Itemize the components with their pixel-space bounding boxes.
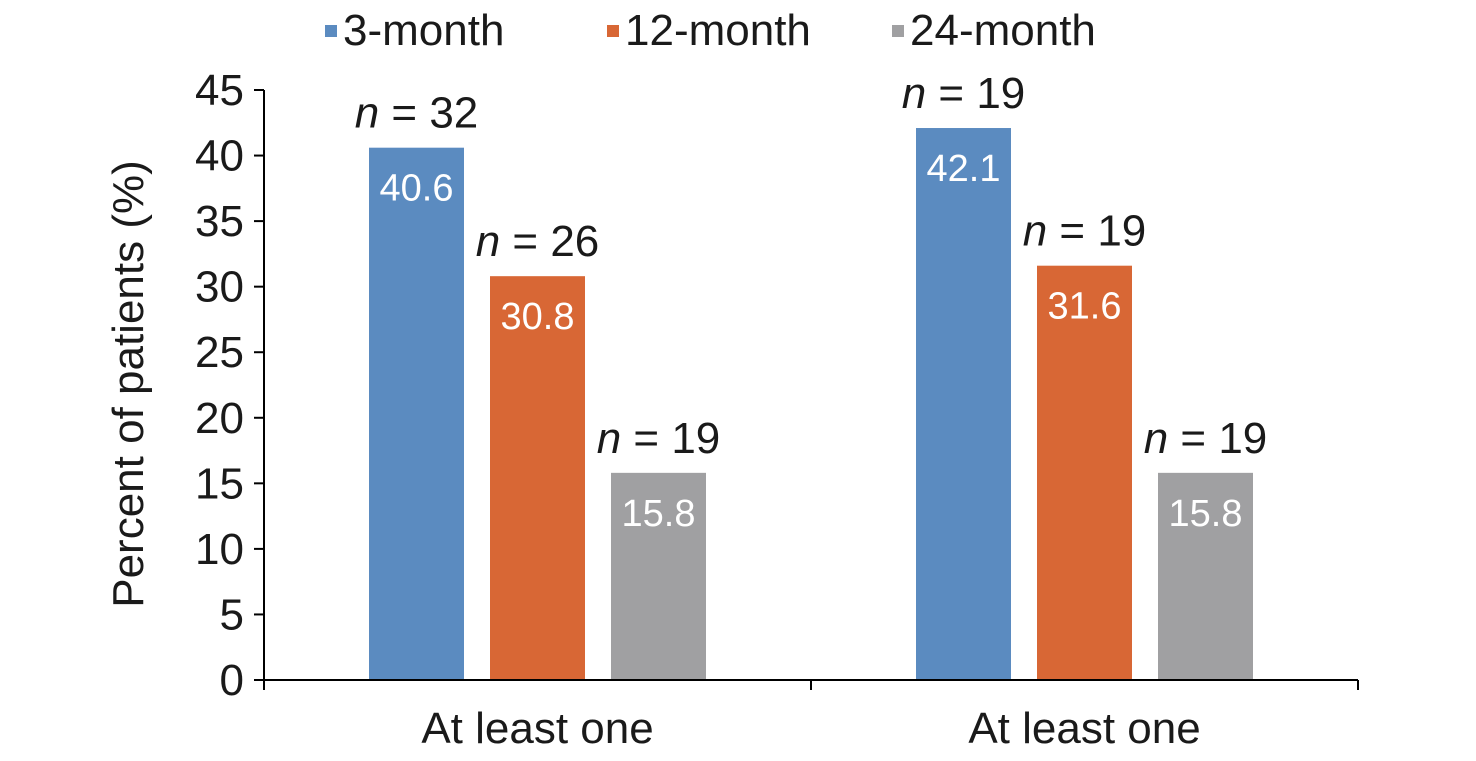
x-category-label: At least one [968,704,1200,753]
bar-labels: 40.6 n = 32 30.8 n = 26 15.8 n = 19 42.1 n = 19… [355,69,1268,535]
y-tick-label: 45 [195,66,244,115]
x-category-label: At least one [421,704,653,753]
bar-value-label: 42.1 [927,148,1001,190]
y-axis-title: Percent of patients (%) [104,160,153,608]
y-tick-label: 20 [195,394,244,443]
bar-value-label: 15.8 [622,493,696,535]
bar [1158,472,1253,680]
legend-swatch [607,25,619,37]
bar [1037,265,1132,680]
bar-n-label: n = 19 [1144,414,1268,463]
legend-swatch [892,25,904,37]
y-tick-label: 30 [195,263,244,312]
bar-value-label: 30.8 [501,296,575,338]
bar-value-label: 40.6 [380,168,454,210]
x-axis: At least one At least one [263,679,1359,753]
legend-label: 24-month [910,6,1096,55]
bars [369,128,1253,680]
bar-value-label: 31.6 [1048,286,1122,328]
y-tick-label: 15 [195,459,244,508]
legend-label: 3-month [343,6,504,55]
bar [490,276,585,680]
bar-n-label: n = 19 [597,414,721,463]
legend-label: 12-month [625,6,811,55]
bar-n-label: n = 19 [1023,207,1147,256]
y-tick-label: 25 [195,328,244,377]
bar-n-label: n = 26 [476,217,600,266]
legend: 3-month 12-month 24-month [325,6,1096,55]
y-axis: 0 5 10 15 20 25 30 35 40 45 [195,66,265,705]
bar [611,472,706,680]
y-tick-label: 35 [195,197,244,246]
y-tick-label: 40 [195,132,244,181]
bar-n-label: n = 19 [902,69,1026,118]
y-tick-label: 10 [195,525,244,574]
bar [369,147,464,680]
y-tick-label: 0 [220,656,244,705]
bar-n-label: n = 32 [355,89,479,138]
bar-value-label: 15.8 [1169,493,1243,535]
legend-swatch [325,25,337,37]
y-tick-label: 5 [220,590,244,639]
bar [916,128,1011,680]
